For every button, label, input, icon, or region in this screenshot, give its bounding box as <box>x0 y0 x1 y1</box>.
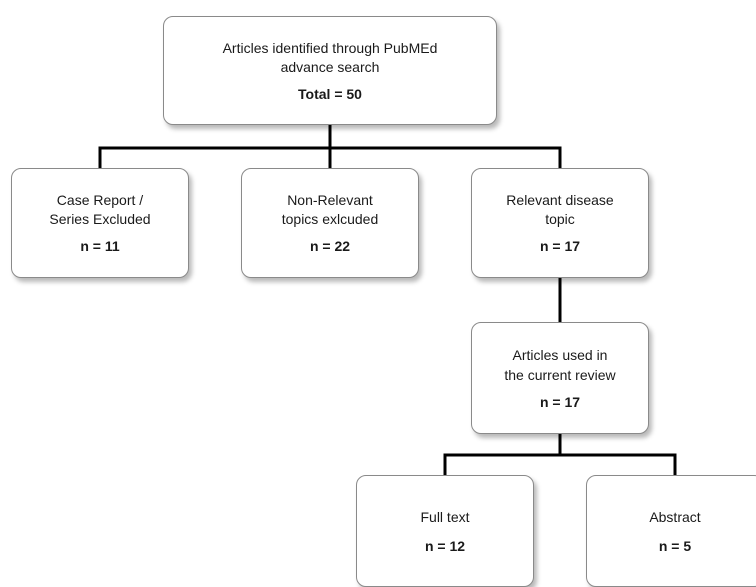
node-articles-identified: Articles identified through PubMEd advan… <box>163 16 497 125</box>
node-case-report-excluded: Case Report / Series Excluded n = 11 <box>11 168 189 278</box>
node-count: n = 22 <box>309 238 351 254</box>
node-title: Case Report / Series Excluded <box>49 192 151 227</box>
node-non-relevant-excluded: Non-Relevant topics exlcuded n = 22 <box>241 168 419 278</box>
node-count: n = 17 <box>539 394 581 410</box>
node-count: n = 5 <box>658 537 692 554</box>
node-abstract: Abstract n = 5 <box>586 475 756 587</box>
node-title: Non-Relevant topics exlcuded <box>281 192 379 227</box>
node-full-text: Full text n = 12 <box>356 475 534 587</box>
node-title: Articles used in the current review <box>504 347 616 383</box>
node-title: Relevant disease topic <box>506 192 614 227</box>
node-count: Total = 50 <box>298 85 362 102</box>
node-count: n = 17 <box>539 238 581 254</box>
node-title: Abstract <box>649 508 701 525</box>
node-count: n = 11 <box>80 238 120 254</box>
node-count: n = 12 <box>424 537 466 554</box>
node-relevant-disease-topic: Relevant disease topic n = 17 <box>471 168 649 278</box>
node-title: Full text <box>420 508 470 525</box>
node-articles-used-in-review: Articles used in the current review n = … <box>471 322 649 434</box>
node-title: Articles identified through PubMEd advan… <box>222 39 438 75</box>
